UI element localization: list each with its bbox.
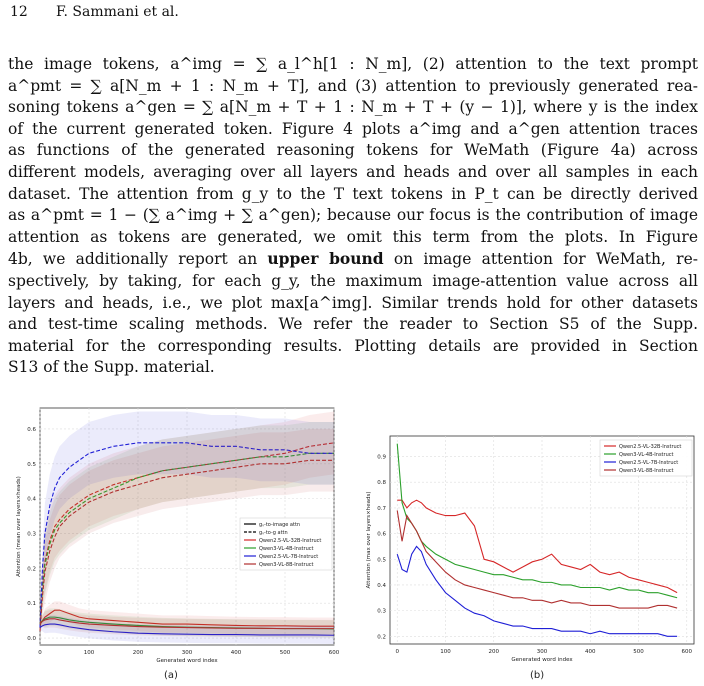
y-tick-label: 0.5 <box>27 462 36 468</box>
text-line: material for the corresponding results. … <box>8 336 698 355</box>
legend-box <box>239 517 333 571</box>
series-band <box>40 428 334 641</box>
text-line: of the current generated token. Figure 4… <box>8 119 698 138</box>
y-tick-label: 0.5 <box>377 557 386 563</box>
series-band <box>40 601 334 635</box>
text-line: a^pmt = ∑ a[N_m + 1 : N_m + T], and (3) … <box>8 76 698 95</box>
body-text: the image tokens, a^img = ∑ a_l^h[1 : N_… <box>8 54 698 379</box>
y-tick-label: 0.3 <box>27 531 36 537</box>
legend-label: Qwen3-VL-8B-Instruct <box>259 562 313 568</box>
series-line <box>396 510 678 609</box>
series-line <box>39 618 334 630</box>
y-tick-label: 0.6 <box>27 427 36 433</box>
y-tick-label: 0.7 <box>377 506 386 512</box>
x-tick-label: 100 <box>440 649 451 655</box>
legend-label: Qwen3-VL-8B-Instruct <box>619 468 673 474</box>
text-line: spectively, by taking, for each g_y, the… <box>8 271 698 290</box>
text-line: S13 of the Supp. material. <box>8 358 215 377</box>
series-line <box>39 459 334 632</box>
figure-b-caption: (b) <box>530 670 545 681</box>
x-axis-label: Generated word index <box>156 658 218 664</box>
y-tick-label: 0.4 <box>377 583 386 589</box>
legend-label: gᵧ-to-image attn <box>259 522 300 528</box>
series-band <box>40 608 334 638</box>
text-line: the image tokens, a^img = ∑ a_l^h[1 : N_… <box>8 55 698 73</box>
text-line: different models, averaging over all lay… <box>8 162 698 181</box>
series-line <box>39 623 335 636</box>
legend-label: Qwen2.5-VL-32B-Instruct <box>259 538 321 544</box>
legend-label: Qwen3-VL-4B-Instruct <box>619 452 673 458</box>
y-tick-label: 0.8 <box>377 480 386 486</box>
chart-a-svg: 0 100 200 300 400 500 600 0.0 0.1 0.2 0.3 0.4 0.5 0.6… <box>16 407 340 664</box>
series-line <box>39 452 334 628</box>
y-axis-label: Attention (mean over layers×heads) <box>16 476 22 577</box>
paragraph: the image tokens, a^img = ∑ a_l^h[1 : N_… <box>8 54 698 379</box>
text-line: as functions of the generated reasoning … <box>8 141 698 160</box>
x-tick-label: 0 <box>395 649 399 655</box>
text-line: and test-time scaling methods. We refer … <box>8 315 698 334</box>
series-line <box>397 499 678 594</box>
x-tick-label: 300 <box>537 649 548 655</box>
text-line: dataset. The attention from g_y to the T… <box>8 184 698 203</box>
x-tick-label: 0 <box>38 650 42 656</box>
x-tick-label: 500 <box>633 649 644 655</box>
x-tick-label: 100 <box>84 650 95 656</box>
legend-label: Qwen2.5-VL-7B-Instruct <box>259 554 318 560</box>
x-tick-label: 500 <box>280 650 291 656</box>
y-tick-label: 0.3 <box>377 609 386 615</box>
x-tick-label: 300 <box>182 650 193 656</box>
y-tick-label: 0.2 <box>27 566 36 572</box>
series-line <box>39 442 334 628</box>
x-tick-label: 600 <box>682 649 693 655</box>
bold-phrase: upper bound <box>267 249 384 269</box>
x-tick-label: 600 <box>329 650 340 656</box>
text-line: soning tokens a^gen = ∑ a[N_m + T + 1 : … <box>8 98 698 117</box>
y-tick-label: 0.4 <box>27 497 36 503</box>
series-band <box>40 411 334 637</box>
legend-label: gᵧ-to-g attn <box>259 530 288 536</box>
y-tick-label: 0.9 <box>377 455 386 461</box>
text-line-with-bold: 4b, we additionally report an upper boun… <box>8 249 698 269</box>
series-line <box>39 442 335 628</box>
running-authors: F. Sammani et al. <box>56 4 179 20</box>
series-band <box>40 411 334 637</box>
legend-label: Qwen2.5-VL-7B-Instruct <box>619 460 678 466</box>
x-axis-label: Generated word index <box>511 657 573 663</box>
series-band <box>40 615 334 644</box>
legend-label: Qwen2.5-VL-32B-Instruct <box>619 444 681 450</box>
page-number: 12 <box>10 4 28 20</box>
y-tick-label: 0.0 <box>27 636 36 642</box>
text-line: attention as tokens are generated, we om… <box>8 227 698 246</box>
series-band <box>40 610 334 638</box>
figure-b: 0 100 200 300 400 500 600 0.2 0.3 0.4 0.5 0.6 0.7 0.8… <box>360 432 700 672</box>
series-line <box>39 609 334 627</box>
figure-a: 0 100 200 300 400 500 600 0.0 0.1 0.2 0.3 0.4 0.5 0.6… <box>4 400 340 672</box>
series-line <box>396 545 678 637</box>
y-tick-label: 0.2 <box>377 634 386 640</box>
x-tick-label: 200 <box>488 649 499 655</box>
y-axis-label: Attention (max over layers×heads) <box>366 491 372 588</box>
chart-b-svg: 0 100 200 300 400 500 600 0.2 0.3 0.4 0.5 0.6 0.7 0.8… <box>366 435 695 663</box>
x-tick-label: 400 <box>231 650 242 656</box>
figure-a-caption: (a) <box>164 670 178 681</box>
running-header: 12 F. Sammani et al. <box>10 4 179 20</box>
y-tick-label: 0.6 <box>377 532 386 538</box>
y-tick-label: 0.1 <box>27 601 36 607</box>
series-band <box>40 421 334 637</box>
x-tick-label: 200 <box>133 650 144 656</box>
text-line: as a^pmt = 1 − (∑ a^img + ∑ a^gen); beca… <box>8 206 698 225</box>
x-tick-label: 400 <box>585 649 596 655</box>
series-line <box>396 443 678 599</box>
text-line: layers and heads, i.e., we plot max[a^im… <box>8 293 698 312</box>
legend-label: Qwen3-VL-4B-Instruct <box>259 546 313 552</box>
